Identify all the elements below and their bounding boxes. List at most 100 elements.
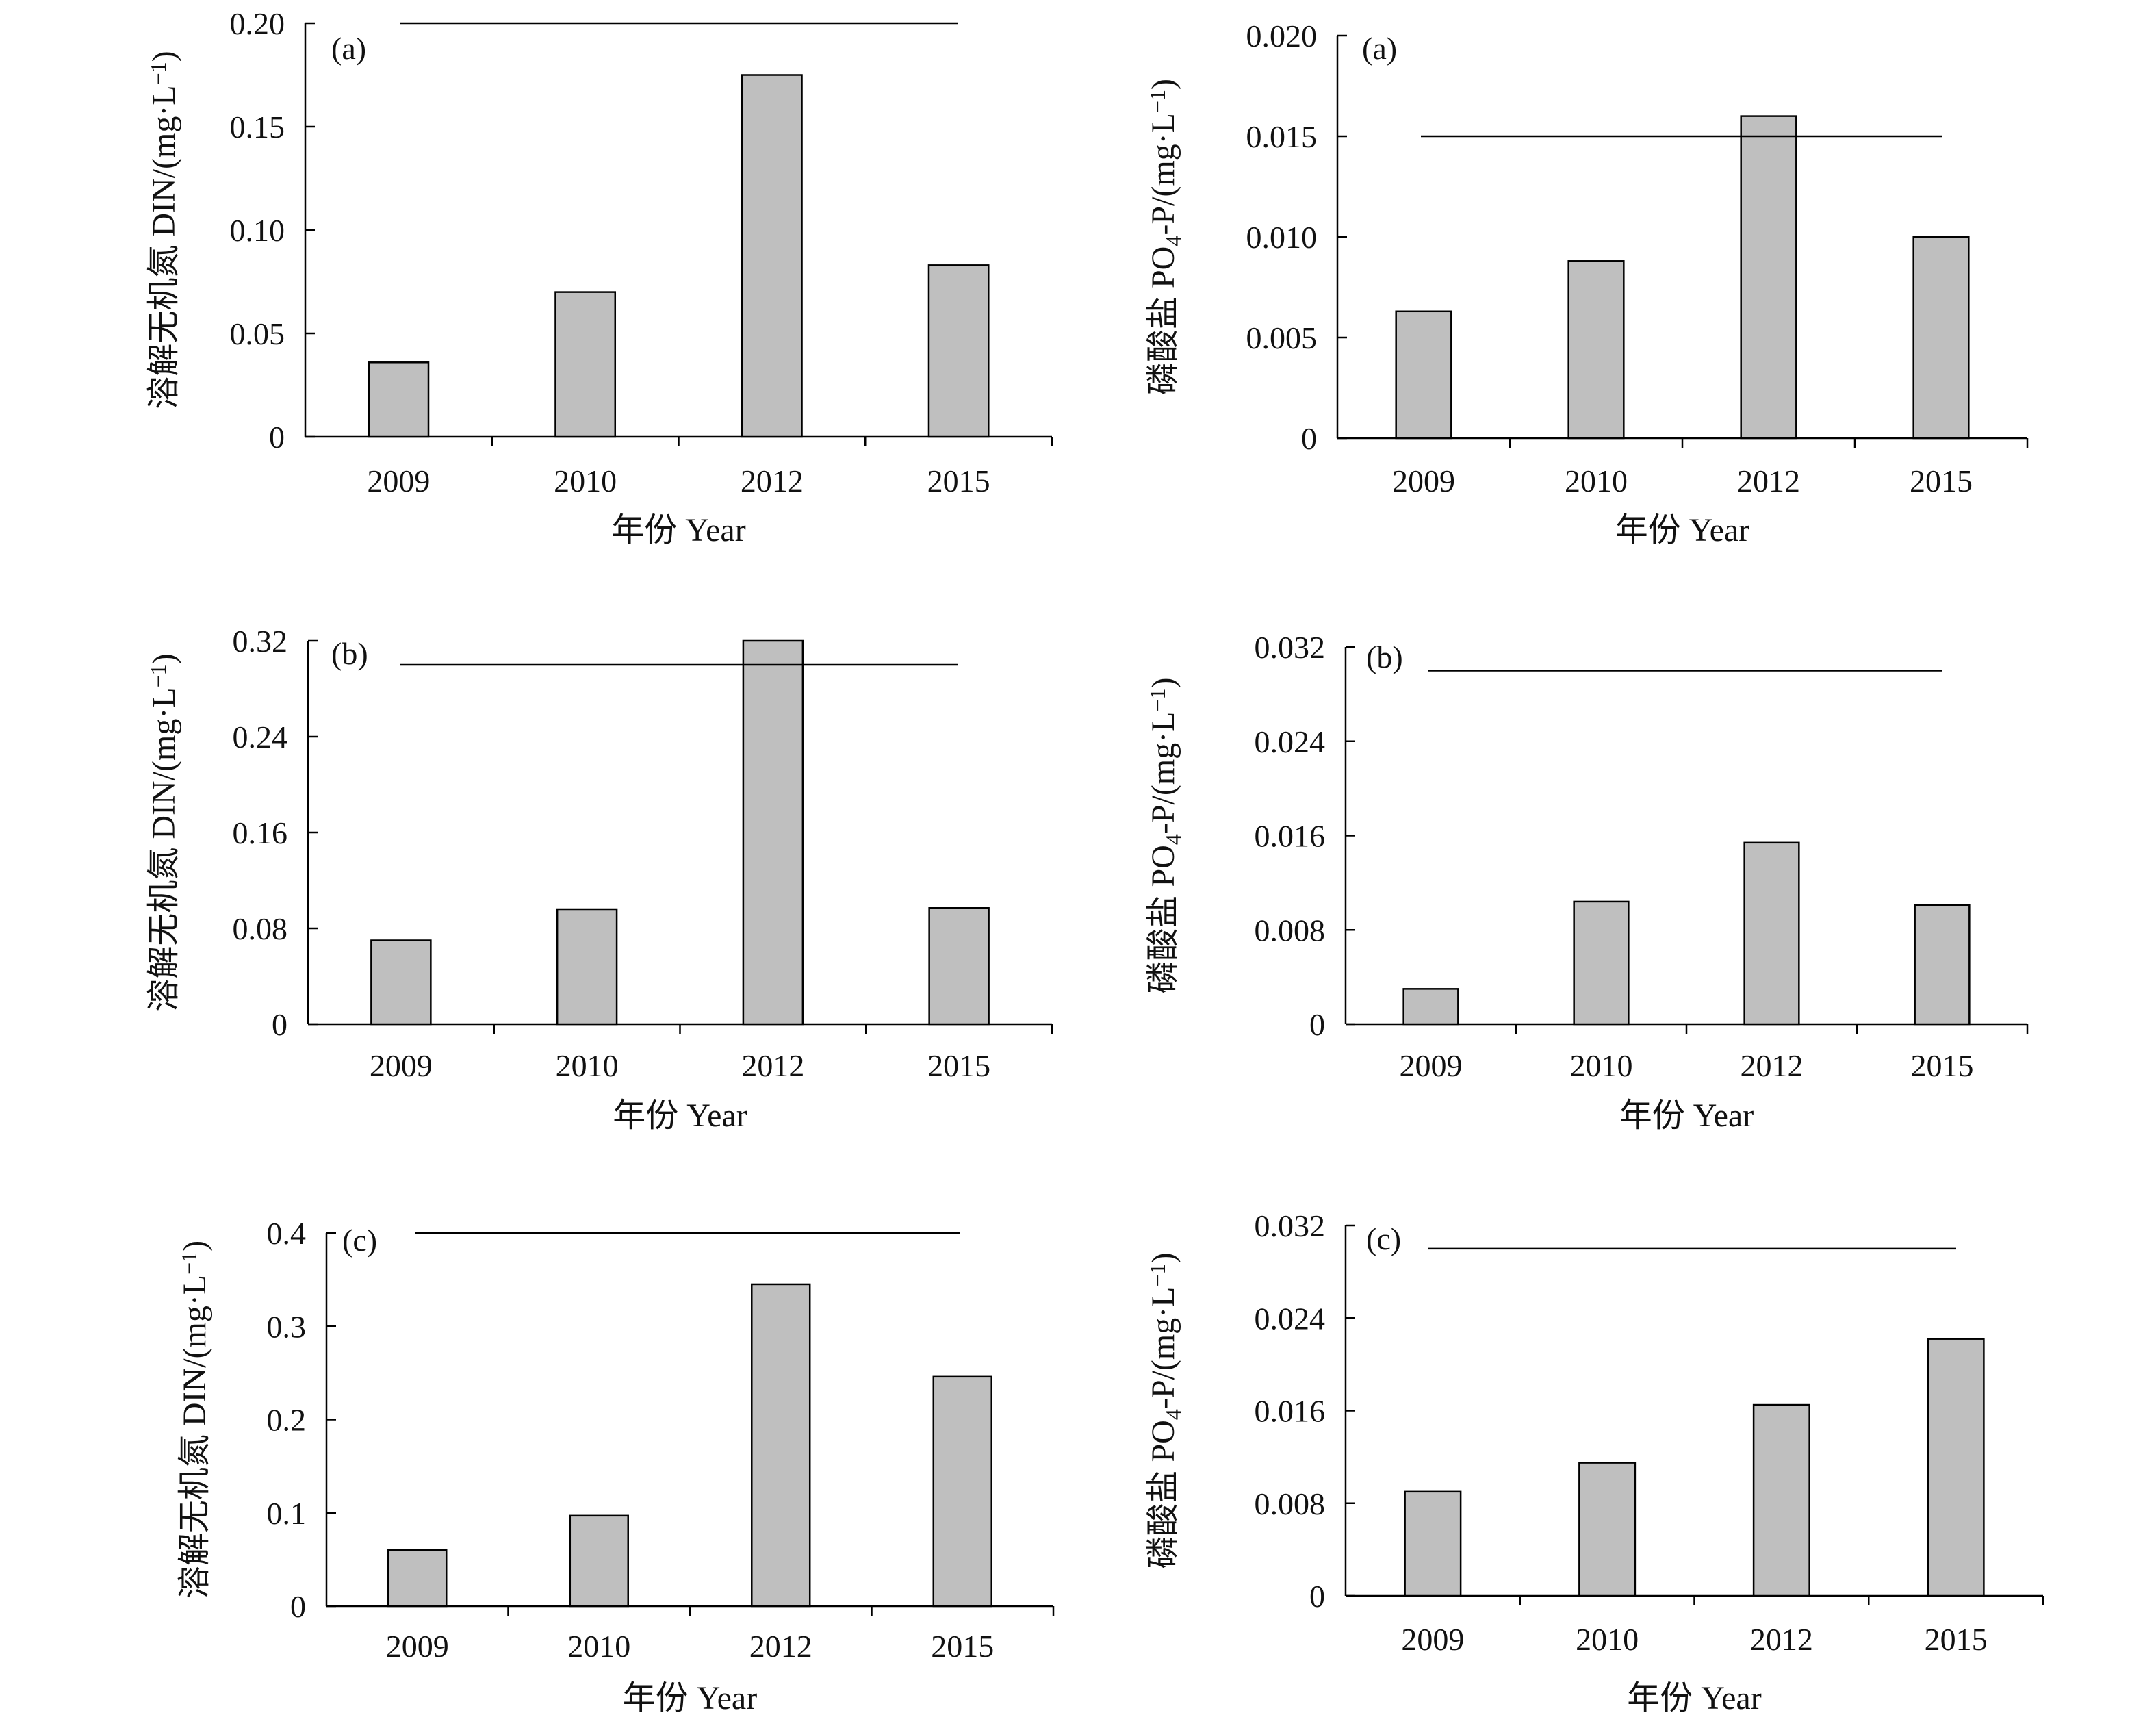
x-tick-label: 2010 (1570, 1048, 1633, 1083)
bar-2015 (1927, 1338, 1985, 1597)
y-tick-label: 0.024 (1255, 724, 1326, 759)
x-tick-label: 2009 (1401, 1622, 1464, 1657)
x-tick-label: 2009 (370, 1048, 433, 1083)
bar-2009 (1402, 988, 1459, 1026)
panel-label: (b) (331, 636, 368, 671)
bar-2015 (932, 1375, 992, 1608)
x-tick-label: 2015 (927, 463, 990, 498)
x-tick-label: 2012 (1750, 1622, 1813, 1657)
x-tick-label: 2015 (927, 1048, 990, 1083)
x-tick-label: 2015 (1911, 1048, 1974, 1083)
x-axis-label: 年份 Year (1615, 512, 1749, 548)
bar-2010 (554, 291, 617, 438)
bar-2009 (368, 361, 430, 438)
y-axis-label: 磷酸盐 PO4-P/(mg·L−1) (1145, 677, 1185, 993)
x-tick-label: 2012 (741, 463, 804, 498)
y-axis-label: 溶解无机氮 DIN/(mg·L−1) (146, 653, 182, 1011)
x-tick-label: 2009 (386, 1629, 449, 1664)
y-tick-label: 0.008 (1255, 1486, 1326, 1521)
bar-2010 (569, 1514, 629, 1608)
y-tick-label: 0.020 (1246, 18, 1318, 53)
x-tick-label: 2010 (554, 463, 617, 498)
x-tick-label: 2012 (741, 1048, 804, 1083)
x-axis-label: 年份 Year (611, 512, 745, 548)
bar-2012 (741, 74, 803, 438)
x-tick-label: 2010 (556, 1048, 619, 1083)
panel-label: (a) (331, 31, 366, 66)
panel-label: (c) (1366, 1221, 1401, 1256)
bar-2009 (387, 1549, 448, 1608)
bar-2010 (556, 908, 618, 1026)
x-tick-label: 2009 (1392, 463, 1455, 498)
y-tick-label: 0.024 (1255, 1301, 1326, 1336)
bar-2012 (1752, 1403, 1810, 1597)
x-tick-label: 2012 (749, 1629, 812, 1664)
bar-2010 (1578, 1462, 1637, 1597)
x-tick-label: 2010 (1565, 463, 1628, 498)
x-axis-label: 年份 Year (1627, 1680, 1761, 1716)
y-tick-label: 0.10 (230, 213, 285, 248)
x-tick-label: 2012 (1737, 463, 1800, 498)
y-tick-label: 0.1 (267, 1496, 307, 1531)
y-tick-label: 0.005 (1246, 320, 1318, 355)
y-tick-label: 0.4 (267, 1216, 307, 1251)
y-tick-label: 0.016 (1255, 819, 1326, 854)
x-tick-label: 2009 (1400, 1048, 1463, 1083)
x-tick-label: 2009 (367, 463, 430, 498)
y-tick-label: 0 (269, 420, 285, 455)
panel-label: (b) (1366, 639, 1403, 674)
y-axis-label: 溶解无机氮 DIN/(mg·L−1) (146, 51, 182, 409)
y-tick-label: 0.05 (230, 316, 285, 351)
x-tick-label: 2010 (567, 1629, 630, 1664)
y-tick-label: 0.008 (1255, 913, 1326, 948)
y-tick-label: 0 (272, 1007, 287, 1042)
bar-2009 (1404, 1490, 1462, 1597)
bar-2012 (751, 1283, 811, 1608)
bar-2012 (1740, 115, 1797, 440)
y-tick-label: 0.015 (1246, 119, 1318, 154)
x-tick-label: 2015 (931, 1629, 994, 1664)
bar-2015 (1914, 904, 1971, 1026)
x-tick-label: 2012 (1741, 1048, 1804, 1083)
y-tick-label: 0 (1301, 421, 1317, 456)
bar-2015 (1912, 236, 1970, 440)
y-tick-label: 0.2 (267, 1403, 307, 1438)
y-tick-label: 0.3 (267, 1309, 307, 1344)
y-axis-label: 磷酸盐 PO4-P/(mg·L−1) (1145, 1252, 1185, 1568)
x-tick-label: 2015 (1925, 1622, 1988, 1657)
bar-2009 (370, 939, 432, 1026)
bar-2010 (1573, 900, 1630, 1026)
y-tick-label: 0.016 (1255, 1394, 1326, 1429)
bar-2015 (928, 907, 990, 1026)
x-axis-label: 年份 Year (1619, 1097, 1754, 1134)
y-tick-label: 0.010 (1246, 220, 1318, 255)
y-axis-label: 磷酸盐 PO4-P/(mg·L−1) (1145, 79, 1185, 395)
y-tick-label: 0.032 (1255, 630, 1326, 665)
bar-2010 (1567, 260, 1625, 440)
bar-2012 (742, 639, 804, 1026)
bar-2012 (1743, 841, 1800, 1026)
y-tick-label: 0.08 (233, 911, 288, 946)
y-tick-label: 0.32 (233, 624, 288, 659)
x-axis-label: 年份 Year (613, 1097, 747, 1134)
y-tick-label: 0.16 (233, 815, 288, 850)
y-tick-label: 0.24 (233, 720, 288, 754)
y-tick-label: 0.20 (230, 6, 285, 41)
y-tick-label: 0.032 (1255, 1208, 1326, 1243)
bar-2015 (927, 264, 990, 438)
bar-2009 (1395, 310, 1452, 440)
y-axis-label: 溶解无机氮 DIN/(mg·L−1) (177, 1241, 213, 1599)
